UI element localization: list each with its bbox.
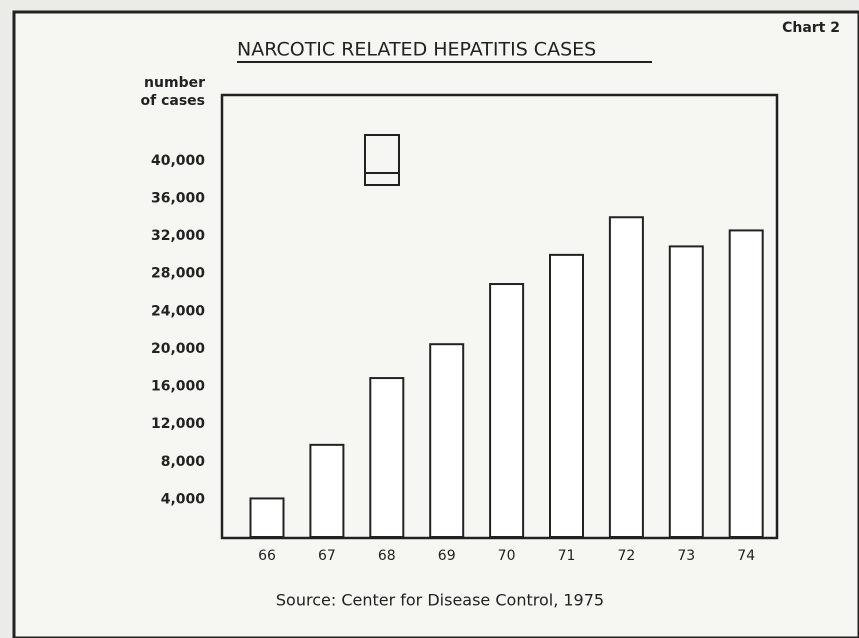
overlay-box [364, 134, 400, 186]
source: Source: Center for Disease Control, 1975 [276, 591, 604, 610]
bar [728, 229, 764, 539]
y-tick-label: 36,000 [151, 190, 205, 206]
x-tick-label: 67 [318, 548, 336, 564]
y-tick-label: 32,000 [151, 228, 205, 244]
y-tick-label: 4,000 [161, 491, 206, 507]
x-tick-label: 68 [378, 548, 396, 564]
y-tick-label: 8,000 [161, 454, 206, 470]
x-tick-label: 74 [737, 548, 755, 564]
y-tick-label: 24,000 [151, 303, 205, 319]
x-tick-label: 73 [677, 548, 695, 564]
y-tick-label: 40,000 [151, 153, 205, 169]
bar [309, 443, 345, 538]
bar [668, 245, 704, 538]
bar [249, 497, 285, 539]
x-tick-label: 71 [558, 548, 576, 564]
y-tick-label: 16,000 [151, 379, 205, 395]
bar [489, 283, 525, 539]
bar [429, 343, 465, 538]
y-axis-label: of cases [141, 93, 206, 109]
y-tick-label: 20,000 [151, 341, 205, 357]
y-tick-label: 12,000 [151, 416, 205, 432]
x-tick-label: 69 [438, 548, 456, 564]
bar [549, 253, 584, 538]
chart-title: NARCOTIC RELATED HEPATITIS CASES [237, 39, 596, 61]
bar [369, 377, 405, 538]
x-tick-label: 66 [258, 548, 276, 564]
y-tick-label: 28,000 [151, 266, 205, 282]
chart-label: Chart 2 [782, 20, 840, 36]
bar [608, 216, 644, 539]
x-tick-label: 70 [498, 548, 516, 564]
x-tick-label: 72 [617, 548, 635, 564]
y-axis-label: number [144, 75, 205, 91]
